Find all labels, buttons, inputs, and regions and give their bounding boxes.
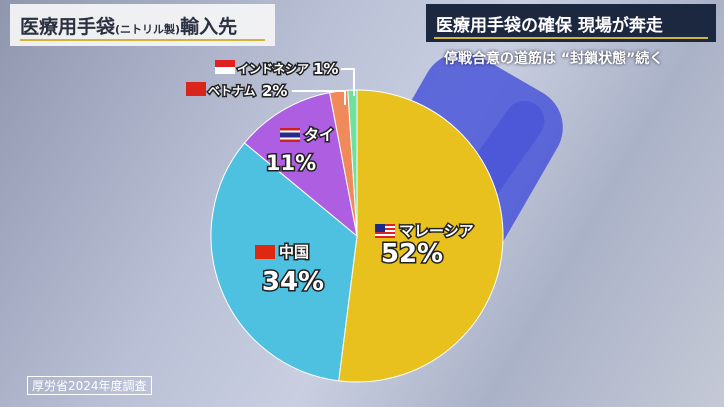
source-note: 厚労省2024年度調査 — [27, 376, 152, 395]
slice-value-4: 1% — [313, 60, 338, 78]
headline-panel: 医療用手袋の確保 現場が奔走 — [426, 4, 716, 42]
pie-slice-1 — [210, 142, 358, 382]
malaysia-flag-icon — [375, 224, 395, 238]
slice-label-4: インドネシア — [237, 62, 309, 76]
slice-label-1: 中国 — [279, 243, 309, 261]
vietnam-flag-icon — [186, 82, 206, 96]
leader-line-4 — [341, 68, 355, 96]
china-flag-icon — [255, 245, 275, 259]
pie-slice-2 — [243, 92, 358, 238]
slice-value-2: 11% — [266, 151, 316, 175]
subheadline: 停戦合意の道筋は “封鎖状態”続く — [444, 51, 664, 67]
leader-line-3 — [292, 90, 346, 105]
headline: 医療用手袋の確保 現場が奔走 — [436, 16, 663, 36]
slice-value-1: 34% — [262, 267, 324, 297]
slice-value-0: 52% — [381, 239, 443, 269]
thailand-flag-icon — [280, 128, 300, 142]
slice-label-3: ベトナム — [208, 84, 256, 98]
slice-label-2: タイ — [304, 126, 334, 144]
slice-value-3: 2% — [262, 82, 287, 100]
slice-label-0: マレーシア — [399, 222, 474, 240]
title-panel: 医療用手袋(ニトリル製)輸入先 — [10, 4, 275, 46]
pie-slice-0 — [338, 89, 504, 383]
indonesia-flag-icon — [215, 60, 235, 74]
pie-slice-4 — [347, 89, 358, 237]
page-title: 医療用手袋(ニトリル製)輸入先 — [20, 16, 238, 38]
